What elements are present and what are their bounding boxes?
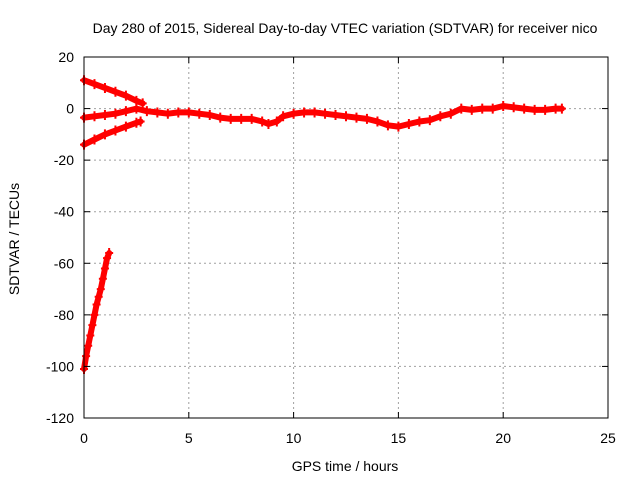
- data-point: [264, 119, 273, 130]
- data-point: [153, 107, 162, 118]
- data-point: [100, 110, 109, 121]
- data-point: [279, 111, 288, 122]
- data-point: [142, 106, 151, 117]
- data-point: [436, 111, 445, 122]
- data-point: [415, 116, 424, 127]
- data-point: [90, 309, 99, 320]
- data-point: [136, 116, 145, 127]
- data-point: [105, 247, 114, 258]
- data-point: [272, 116, 281, 127]
- data-point: [111, 125, 120, 136]
- data-point: [86, 330, 95, 341]
- y-tick-label: -100: [46, 358, 74, 374]
- data-point: [258, 116, 267, 127]
- data-point: [373, 116, 382, 127]
- data-point: [557, 103, 566, 114]
- data-point: [84, 340, 93, 351]
- x-tick-label: 15: [391, 430, 407, 446]
- data-point: [174, 107, 183, 118]
- series-main-track: [80, 100, 566, 132]
- data-point: [94, 291, 103, 302]
- y-tick-label: -60: [54, 255, 74, 271]
- data-point: [352, 112, 361, 123]
- data-point: [100, 82, 109, 93]
- data-point: [111, 86, 120, 97]
- x-tick-label: 25: [600, 430, 616, 446]
- data-point: [331, 110, 340, 121]
- chart-title: Day 280 of 2015, Sidereal Day-to-day VTE…: [93, 20, 598, 36]
- x-tick-label: 10: [286, 430, 302, 446]
- data-point: [216, 112, 225, 123]
- data-point: [467, 104, 476, 115]
- data-point: [478, 103, 487, 114]
- data-point: [138, 98, 147, 109]
- axis-ticks: 0 5 10 15 20 25 -120 -100 -80 -60 -40 -20 0 20: [46, 49, 616, 446]
- data-point: [82, 351, 91, 362]
- data-point: [205, 110, 214, 121]
- data-point: [195, 108, 204, 119]
- data-point: [520, 103, 529, 114]
- data-point: [237, 113, 246, 124]
- y-tick-label: 20: [58, 49, 74, 65]
- data-point: [457, 103, 466, 114]
- data-point: [132, 117, 141, 128]
- data-point: [321, 108, 330, 119]
- data-point: [132, 103, 141, 114]
- data-point: [88, 320, 97, 331]
- data-point: [499, 100, 508, 111]
- data-point: [100, 263, 109, 274]
- y-tick-label: -40: [54, 204, 74, 220]
- data-point: [446, 108, 455, 119]
- data-point: [509, 102, 518, 113]
- data-point: [92, 299, 101, 310]
- y-tick-label: 0: [66, 101, 74, 117]
- data-point: [121, 106, 130, 117]
- series-descending-early-track: [80, 75, 147, 109]
- data-point: [96, 284, 105, 295]
- y-tick-label: -20: [54, 152, 74, 168]
- data-point: [541, 104, 550, 115]
- data-point: [163, 108, 172, 119]
- data-point: [226, 113, 235, 124]
- data-point: [300, 107, 309, 118]
- data-point: [121, 121, 130, 132]
- plot-frame: [83, 56, 609, 419]
- data-point: [404, 119, 413, 130]
- data-point: [184, 107, 193, 118]
- data-point: [98, 273, 107, 284]
- data-point: [90, 134, 99, 145]
- data-point: [103, 253, 112, 264]
- data-point: [530, 104, 539, 115]
- y-axis-title: SDTVAR / TECUs: [6, 183, 22, 295]
- data-point: [90, 111, 99, 122]
- data-point: [342, 111, 350, 122]
- data-point: [383, 120, 392, 131]
- data-point: [362, 113, 371, 124]
- y-tick-label: -80: [54, 307, 74, 323]
- x-tick-label: 5: [185, 430, 193, 446]
- data-point: [310, 107, 319, 118]
- x-tick-label: 0: [80, 430, 88, 446]
- data-point: [394, 121, 403, 132]
- data-point: [425, 115, 434, 126]
- data-point: [247, 113, 256, 124]
- x-axis-title: GPS time / hours: [292, 458, 399, 474]
- data-point: [100, 129, 109, 140]
- data-point: [289, 108, 298, 119]
- data-point: [488, 103, 497, 114]
- data-point: [90, 79, 99, 90]
- series-ascending-early-track: [80, 116, 145, 150]
- data-point: [111, 108, 120, 119]
- y-tick-label: -120: [46, 410, 74, 426]
- data-point: [121, 90, 130, 101]
- x-tick-label: 20: [495, 430, 511, 446]
